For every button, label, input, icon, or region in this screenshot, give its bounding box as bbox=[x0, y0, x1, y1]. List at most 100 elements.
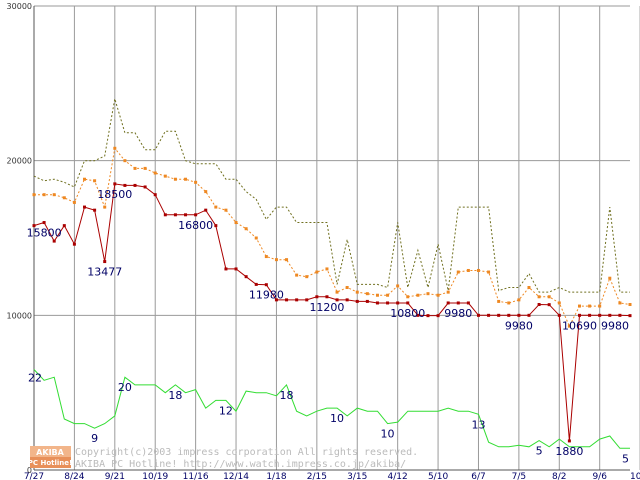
series-1-point-54 bbox=[577, 304, 581, 308]
series-1-point-53 bbox=[567, 324, 571, 328]
series-1-point-37 bbox=[406, 295, 410, 299]
series-2-point-51 bbox=[547, 303, 551, 307]
series-2-point-31 bbox=[345, 298, 349, 302]
series-1-point-47 bbox=[507, 301, 511, 305]
series-2-point-52 bbox=[557, 313, 561, 317]
point-label-8: 9980 bbox=[505, 319, 533, 332]
x-axis-ticks: 7/27 8/24 9/21 10/19 11/16 12/14 1/18 2/15 3/15 4… bbox=[24, 472, 640, 480]
y-tick-label-0: 0 bbox=[27, 466, 32, 475]
series-2-point-24 bbox=[274, 298, 278, 302]
series-1-point-52 bbox=[557, 301, 561, 305]
series-1-point-22 bbox=[254, 236, 258, 240]
series-2-point-40 bbox=[436, 314, 440, 318]
series-1-point-31 bbox=[345, 285, 349, 289]
series-2-point-54 bbox=[577, 313, 581, 317]
series-2-point-2 bbox=[52, 239, 56, 243]
series-2-point-8 bbox=[113, 182, 117, 186]
series-2-point-47 bbox=[507, 313, 511, 317]
y-axis-ticks: 0 10000 20000 30000 bbox=[7, 2, 32, 475]
series-2-point-39 bbox=[426, 314, 430, 318]
point-label-1: 18500 bbox=[97, 188, 132, 201]
gridlines bbox=[33, 5, 640, 471]
series-2-point-14 bbox=[173, 213, 177, 217]
point-label-17: 18 bbox=[280, 389, 294, 402]
series-2 bbox=[32, 182, 632, 443]
x-tick-label-2: 9/21 bbox=[105, 472, 125, 480]
x-tick-label-14: 9/6 bbox=[592, 472, 607, 480]
series-1-point-59 bbox=[628, 303, 632, 307]
series-1-point-19 bbox=[224, 208, 228, 212]
series-2-point-55 bbox=[588, 313, 592, 317]
series-1-point-46 bbox=[497, 299, 501, 303]
series-1-point-4 bbox=[72, 200, 76, 204]
series-1-point-16 bbox=[194, 180, 198, 184]
series-1-point-29 bbox=[325, 267, 329, 271]
series-2-line bbox=[33, 183, 631, 441]
series-1-point-32 bbox=[355, 290, 359, 294]
point-label-7: 9980 bbox=[444, 307, 472, 320]
series-1-point-20 bbox=[234, 221, 238, 225]
series-1-point-10 bbox=[133, 166, 137, 170]
series-3-line bbox=[33, 369, 630, 449]
series-2-point-35 bbox=[386, 301, 390, 305]
series-2-point-38 bbox=[416, 313, 420, 317]
point-labels: 15800 18500 13477 16800 11980 11200 10800 9980 9… bbox=[27, 188, 629, 465]
x-tick-label-3: 10/19 bbox=[142, 472, 168, 480]
series-2-point-29 bbox=[325, 295, 329, 299]
series-2-point-34 bbox=[375, 301, 379, 305]
series-1-point-11 bbox=[143, 166, 147, 170]
series-0-line bbox=[33, 98, 630, 293]
series-2-point-45 bbox=[487, 313, 491, 317]
series-1-point-15 bbox=[184, 177, 188, 181]
x-tick-label-9: 4/12 bbox=[388, 472, 408, 480]
series-2-point-44 bbox=[476, 313, 480, 317]
series-1-point-8 bbox=[113, 146, 117, 150]
series-1-point-28 bbox=[315, 270, 319, 274]
series-1-point-7 bbox=[103, 205, 107, 209]
series-1-point-36 bbox=[396, 284, 400, 288]
series-2-point-32 bbox=[355, 299, 359, 303]
series-2-point-12 bbox=[153, 193, 157, 197]
x-tick-label-1: 8/24 bbox=[64, 472, 84, 480]
series-1-point-30 bbox=[335, 290, 339, 294]
series-3 bbox=[33, 369, 630, 449]
series-2-point-43 bbox=[466, 301, 470, 305]
x-tick-label-13: 8/2 bbox=[552, 472, 566, 480]
series-1-point-9 bbox=[123, 159, 127, 163]
point-label-22: 5 bbox=[622, 452, 629, 465]
point-label-21: 5 bbox=[536, 445, 543, 458]
series-2-point-30 bbox=[335, 298, 339, 302]
akiba-badge-top-text: AKIBA bbox=[36, 448, 64, 457]
series-1-point-6 bbox=[93, 179, 97, 183]
series-2-point-48 bbox=[517, 313, 521, 317]
x-tick-label-4: 11/16 bbox=[183, 472, 209, 480]
series-1-point-26 bbox=[295, 273, 299, 277]
x-tick-label-11: 6/7 bbox=[471, 472, 485, 480]
x-tick-label-7: 2/15 bbox=[307, 472, 327, 480]
point-label-16: 12 bbox=[219, 404, 233, 417]
series-1-point-33 bbox=[365, 292, 369, 296]
series-2-point-25 bbox=[285, 298, 289, 302]
point-label-13: 9 bbox=[91, 432, 98, 445]
point-label-5: 11200 bbox=[309, 301, 344, 314]
series-1-point-49 bbox=[527, 285, 531, 289]
series-1-point-2 bbox=[52, 193, 56, 197]
series-2-point-23 bbox=[264, 283, 268, 287]
y-tick-label-2: 20000 bbox=[7, 157, 32, 166]
series-2-point-28 bbox=[315, 295, 319, 299]
series-1-point-56 bbox=[598, 304, 602, 308]
series-2-point-4 bbox=[72, 242, 76, 246]
series-2-point-41 bbox=[446, 301, 450, 305]
series-1-point-42 bbox=[456, 270, 460, 274]
series-1-point-17 bbox=[204, 190, 208, 194]
point-label-19: 10 bbox=[381, 428, 395, 441]
akiba-url-text: AKIBA PC Hotline! http://www.watch.impre… bbox=[75, 459, 406, 470]
series-1-point-13 bbox=[163, 174, 167, 178]
series-2-point-21 bbox=[244, 275, 248, 279]
series-2-point-11 bbox=[143, 185, 147, 189]
series-1-point-18 bbox=[214, 205, 218, 209]
series-2-point-1 bbox=[42, 221, 46, 225]
x-tick-label-5: 12/14 bbox=[223, 472, 249, 480]
x-tick-label-8: 3/15 bbox=[347, 472, 367, 480]
